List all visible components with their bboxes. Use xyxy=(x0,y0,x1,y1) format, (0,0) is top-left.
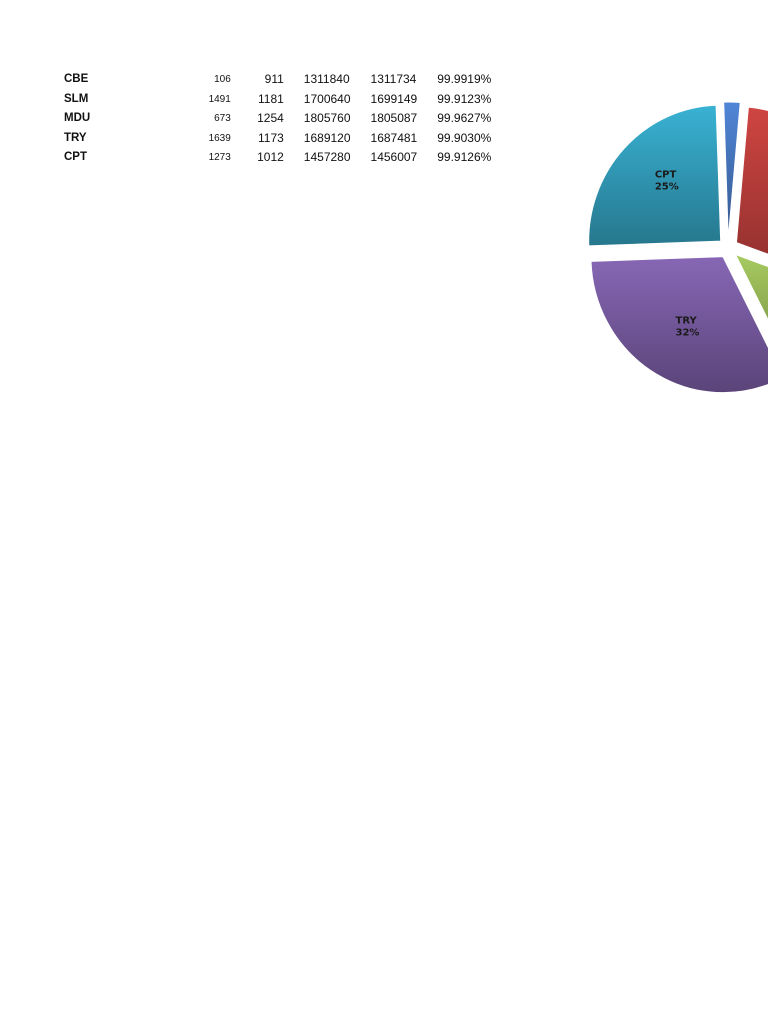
row-value-d: 1456007 xyxy=(370,150,418,164)
row-value-b: 911 xyxy=(264,72,284,86)
pie-slice-cbe xyxy=(723,101,741,239)
row-value-d: 1805087 xyxy=(370,111,418,125)
row-value-c: 1805760 xyxy=(303,111,351,125)
row-value-e: 99.9627% xyxy=(437,111,492,125)
row-value-a: 1273 xyxy=(208,152,231,163)
row-value-c: 1457280 xyxy=(303,150,351,164)
row-value-b: 1181 xyxy=(257,91,284,106)
table-row: CBE 106 911 1311840 1311734 99.9919% xyxy=(64,70,504,90)
table-row: SLM 1491 1181 1700640 1699149 99.9123% xyxy=(64,90,504,110)
row-code: SLM xyxy=(64,92,89,105)
slice-label-name: TRY xyxy=(676,315,698,326)
row-code: CPT xyxy=(64,151,87,163)
row-code: TRY xyxy=(64,131,87,144)
row-value-e: 99.9126% xyxy=(437,150,492,164)
pie-slice-cpt xyxy=(588,104,722,247)
row-value-a: 673 xyxy=(214,113,231,124)
row-value-a: 106 xyxy=(214,74,231,85)
table-row: CPT 1273 1012 1457280 1456007 99.9126% xyxy=(64,148,504,168)
row-value-d: 1687481 xyxy=(370,130,418,145)
row-value-e: 99.9030% xyxy=(437,130,492,145)
row-value-c: 1700640 xyxy=(303,91,351,106)
row-value-d: 1699149 xyxy=(370,91,418,106)
row-value-e: 99.9919% xyxy=(437,72,492,86)
row-value-b: 1012 xyxy=(257,150,284,164)
slice-label-name: CPT xyxy=(655,170,677,181)
pie-chart-area: TRY 32% CPT 25% xyxy=(560,100,768,420)
table-row: MDU 673 1254 1805760 1805087 99.9627% xyxy=(64,109,504,129)
row-code: MDU xyxy=(64,112,91,124)
slice-label-value: 32% xyxy=(676,327,700,338)
row-value-b: 1254 xyxy=(257,111,284,125)
table-row: TRY 1639 1173 1689120 1687481 99.9030% xyxy=(64,129,504,149)
pie-slice-slm xyxy=(735,106,768,255)
row-code: CBE xyxy=(64,73,89,85)
slice-label-value: 25% xyxy=(655,182,679,193)
pie-slice-mdu xyxy=(734,253,768,321)
data-table: CBE 106 911 1311840 1311734 99.9919% SLM… xyxy=(64,70,504,168)
pie-slice-try xyxy=(590,256,768,394)
row-value-c: 1689120 xyxy=(303,130,351,145)
row-value-d: 1311734 xyxy=(370,72,417,86)
row-value-e: 99.9123% xyxy=(437,91,492,106)
row-value-a: 1639 xyxy=(208,132,231,144)
row-value-c: 1311840 xyxy=(303,72,350,86)
row-value-a: 1491 xyxy=(208,93,231,105)
row-value-b: 1173 xyxy=(257,130,284,145)
